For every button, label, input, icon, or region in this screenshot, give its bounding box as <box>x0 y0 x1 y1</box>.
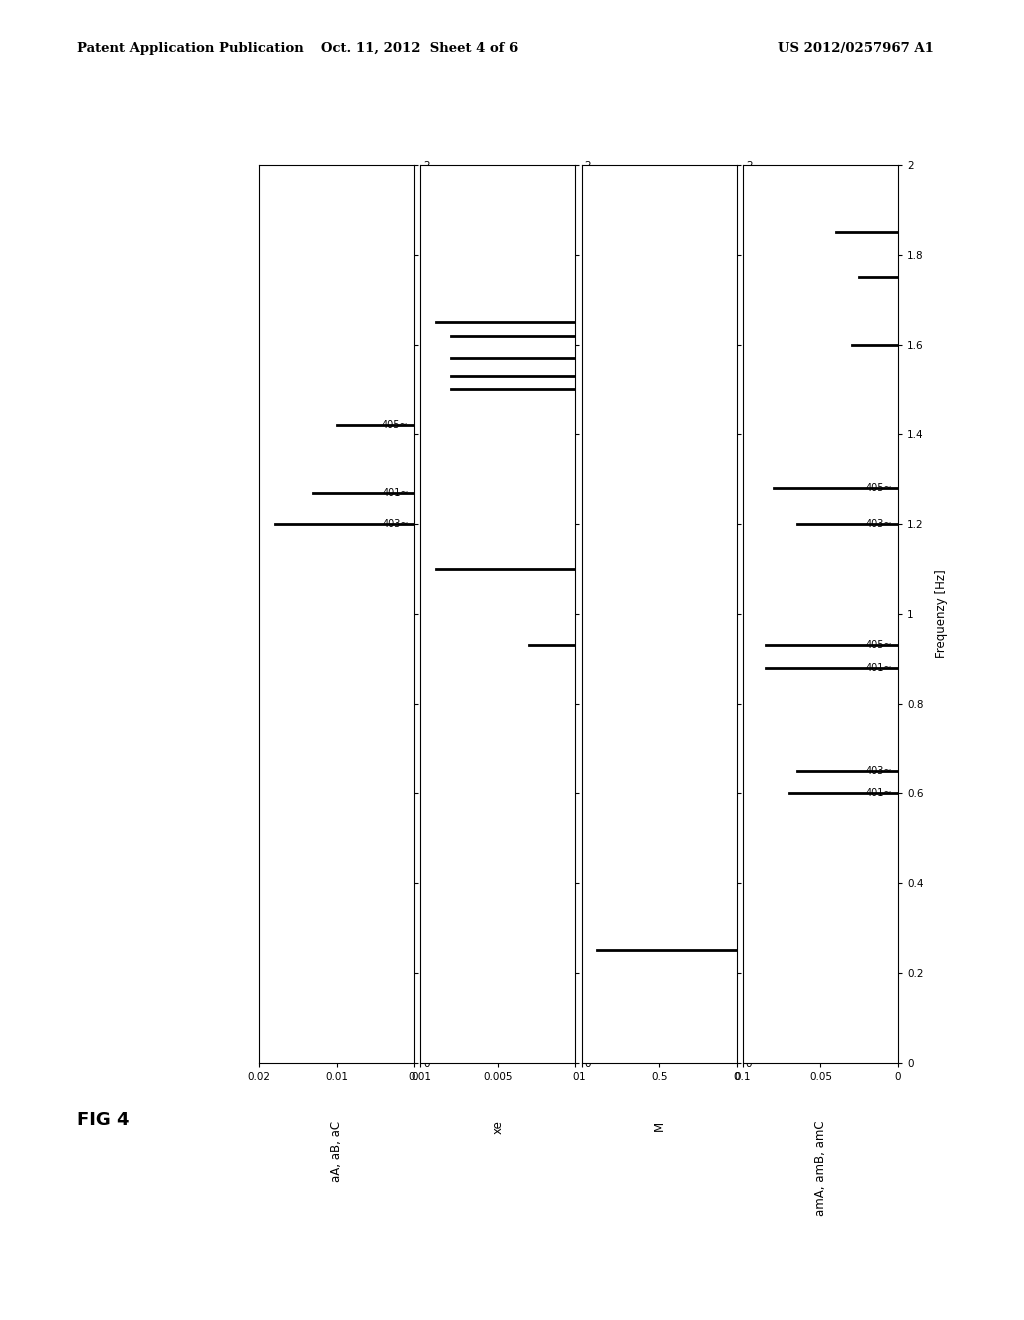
Text: 401~: 401~ <box>382 487 409 498</box>
Text: 405~: 405~ <box>866 640 893 651</box>
Text: FIG 4: FIG 4 <box>77 1110 129 1129</box>
Text: Patent Application Publication: Patent Application Publication <box>77 42 303 55</box>
Text: 403~: 403~ <box>866 766 893 776</box>
Text: 401~: 401~ <box>866 663 893 673</box>
Text: 403~: 403~ <box>866 519 893 529</box>
Text: 405~: 405~ <box>382 420 409 430</box>
Text: Oct. 11, 2012  Sheet 4 of 6: Oct. 11, 2012 Sheet 4 of 6 <box>322 42 518 55</box>
X-axis label: aA, aB, aC: aA, aB, aC <box>330 1121 343 1181</box>
Text: 405~: 405~ <box>866 483 893 494</box>
X-axis label: amA, amB, amC: amA, amB, amC <box>814 1121 827 1216</box>
Y-axis label: Frequenzy [Hz]: Frequenzy [Hz] <box>935 569 948 659</box>
Text: US 2012/0257967 A1: US 2012/0257967 A1 <box>778 42 934 55</box>
Text: 403~: 403~ <box>382 519 409 529</box>
X-axis label: M: M <box>652 1121 666 1131</box>
Text: 401~: 401~ <box>866 788 893 799</box>
X-axis label: xe: xe <box>492 1121 505 1134</box>
